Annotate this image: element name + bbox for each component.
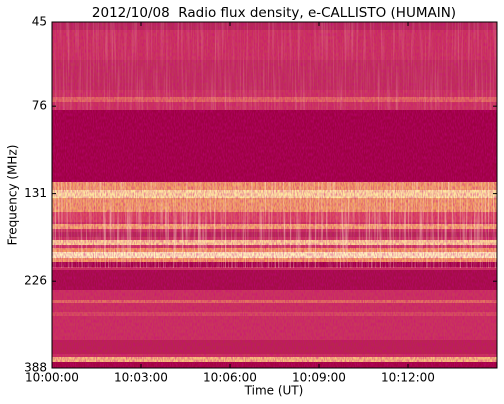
- y-tick-label: 131: [24, 186, 47, 200]
- y-tick-label: 45: [32, 15, 47, 29]
- plot-frame: [51, 21, 498, 369]
- y-tick-label: 388: [24, 361, 47, 375]
- y-tick-label: 76: [32, 99, 47, 113]
- spectrogram: [52, 22, 497, 368]
- x-tick-label: 10:03:00: [114, 371, 168, 385]
- x-tick-label: 10:00:00: [25, 371, 79, 385]
- x-tick-label: 10:12:00: [381, 371, 435, 385]
- y-tick-label: 226: [24, 274, 47, 288]
- x-tick-label: 10:06:00: [203, 371, 257, 385]
- x-axis-label: Time (UT): [244, 384, 304, 398]
- chart-title: 2012/10/08 Radio flux density, e-CALLIST…: [92, 5, 456, 21]
- y-axis-label: Frequency (MHz): [6, 145, 20, 246]
- x-tick-label: 10:09:00: [292, 371, 346, 385]
